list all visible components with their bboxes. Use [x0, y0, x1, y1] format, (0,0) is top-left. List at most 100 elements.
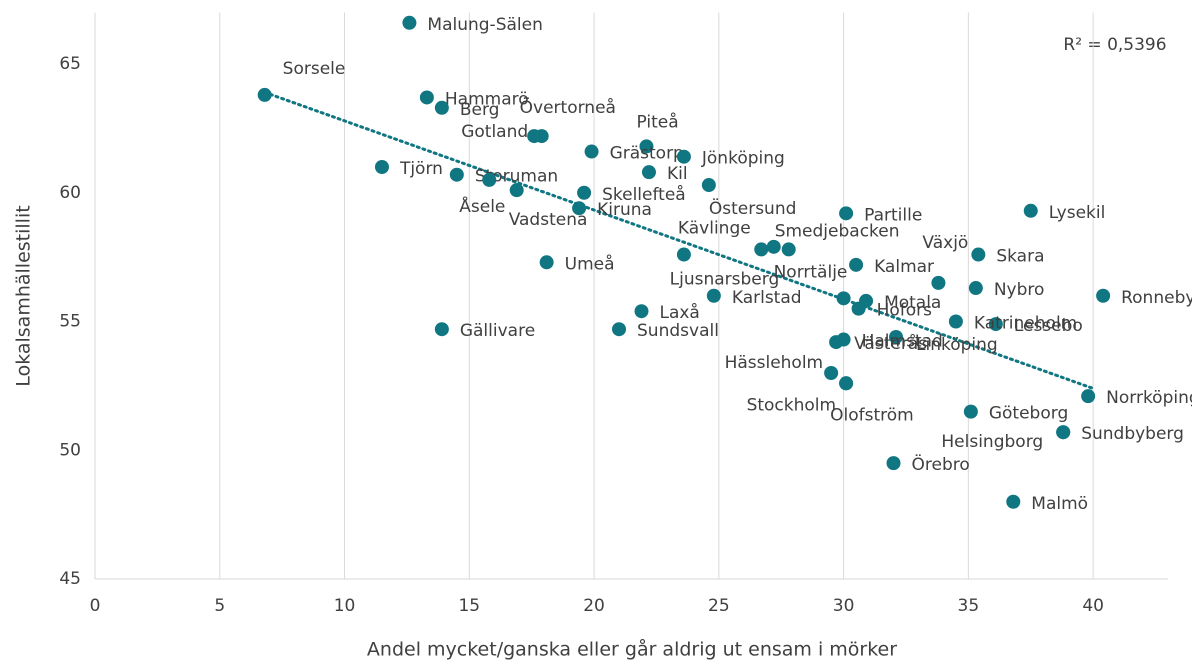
point-label: Växjö: [922, 233, 968, 253]
point-label: Laxå: [659, 302, 699, 323]
x-tick-label: 5: [214, 596, 225, 616]
point: [971, 247, 986, 262]
point: [839, 376, 854, 391]
point-label: Ronneby: [1121, 288, 1192, 308]
point: [701, 178, 716, 193]
point: [849, 257, 864, 272]
point: [612, 322, 627, 337]
point-label: Norrtälje: [774, 262, 848, 282]
point: [419, 90, 434, 105]
point-label: Piteå: [636, 111, 678, 132]
point: [639, 139, 654, 154]
point-label: Kil: [667, 164, 688, 184]
point: [948, 314, 963, 329]
point: [539, 255, 554, 270]
point-label: Hammarö: [445, 89, 529, 109]
point-label: Gällivare: [460, 321, 535, 341]
y-tick-label: 60: [59, 183, 81, 203]
trendline: [263, 90, 1095, 390]
point-label: Östersund: [709, 197, 797, 219]
point-label: Nybro: [994, 280, 1045, 300]
point-label: Norrköping: [1106, 388, 1192, 408]
point: [1096, 288, 1111, 303]
x-tick-label: 10: [334, 596, 356, 616]
point-label: Halmstad: [862, 332, 943, 352]
point-label: Åsele: [459, 195, 505, 217]
point-label: Linköping: [916, 335, 998, 355]
point: [781, 242, 796, 257]
x-tick-label: 15: [458, 596, 480, 616]
point: [1081, 389, 1096, 404]
point-label: Gotland: [461, 122, 528, 142]
point: [706, 288, 721, 303]
point-label: Ljusnarsberg: [670, 269, 780, 289]
point-label: Tjörn: [399, 159, 443, 179]
point: [374, 160, 389, 174]
x-tick-label: 0: [90, 596, 101, 616]
point: [434, 322, 449, 337]
y-tick-label: 50: [59, 440, 81, 460]
point-label: Lysekil: [1049, 203, 1106, 223]
point-label: Örebro: [912, 453, 970, 475]
point: [572, 201, 587, 216]
y-tick-label: 65: [59, 54, 81, 74]
point-label: Sundbyberg: [1081, 424, 1184, 444]
point-label: Hofors: [877, 301, 933, 321]
point: [766, 239, 781, 254]
point: [851, 301, 866, 316]
point-label: Övertorneå: [520, 96, 616, 118]
x-tick-label: 30: [833, 596, 855, 616]
point-label: Västerås: [854, 333, 927, 354]
x-tick-label: 40: [1082, 596, 1104, 616]
x-tick-label: 25: [708, 596, 730, 616]
point-label: Grästorp: [610, 144, 684, 164]
point: [634, 304, 649, 319]
point-label: Stockholm: [747, 395, 837, 415]
point: [968, 281, 983, 296]
point-label: Kävlinge: [678, 219, 751, 239]
point: [584, 144, 599, 159]
point: [931, 275, 946, 290]
point: [449, 167, 464, 182]
point: [641, 165, 656, 180]
point-label: Partille: [864, 205, 922, 225]
x-tick-label: 35: [958, 596, 980, 616]
point-label: Göteborg: [989, 404, 1068, 424]
point: [829, 335, 844, 350]
point-label: Sorsele: [283, 59, 346, 79]
x-tick-label: 20: [583, 596, 605, 616]
point-label: Kalmar: [874, 257, 934, 277]
y-axis-label: Lokalsamhällestillit: [13, 205, 35, 386]
point-label: Lessebo: [1014, 316, 1083, 336]
point-label: Motala: [884, 293, 941, 313]
point: [402, 15, 417, 30]
point: [482, 172, 497, 187]
x-axis-label: Andel mycket/ganska eller går aldrig ut …: [367, 638, 897, 661]
point-label: Berg: [460, 100, 500, 120]
r2-annotation: R² = 0,5396: [1063, 35, 1166, 55]
point-label: Umeå: [565, 253, 615, 274]
point-label: Skellefteå: [602, 184, 686, 205]
point-label: Malung-Sälen: [427, 15, 542, 35]
point: [839, 206, 854, 221]
point-label: Olofström: [830, 405, 914, 425]
point-label: Smedjebacken: [775, 221, 900, 241]
point: [754, 242, 769, 257]
point-label: Helsingborg: [941, 432, 1043, 452]
point: [963, 404, 978, 419]
point-label: Vadstena: [509, 210, 588, 230]
point: [824, 366, 839, 380]
point: [1006, 494, 1021, 509]
point-label: Karlstad: [732, 288, 802, 308]
point: [889, 329, 904, 344]
y-tick-label: 45: [59, 569, 81, 589]
point-label: Kiruna: [597, 200, 652, 220]
point-label: Skara: [996, 247, 1044, 267]
point: [836, 291, 851, 306]
point-label: Jönköping: [701, 149, 785, 169]
point-label: Katrineholm: [974, 314, 1077, 334]
point: [257, 87, 272, 102]
point-label: Sundsvall: [637, 321, 719, 341]
point: [988, 317, 1003, 332]
